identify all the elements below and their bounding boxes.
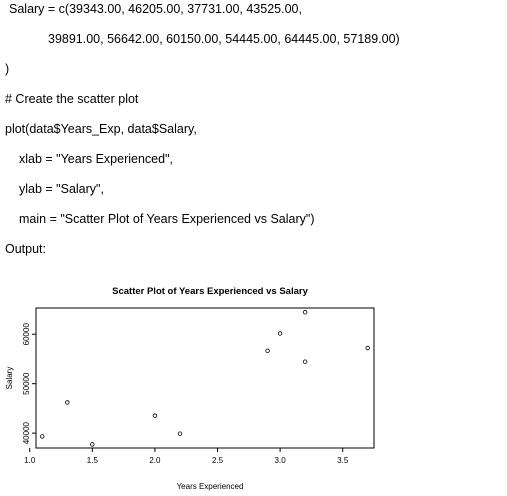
code-plot-call: plot(data$Years_Exp, data$Salary, [5,122,197,136]
y-tick-label: 60000 [22,323,31,346]
data-point [302,310,308,315]
x-tick-label: 2.5 [212,456,224,465]
y-axis-label: Salary [5,367,14,390]
x-tick-label: 3.5 [337,456,349,465]
data-point [65,400,70,405]
y-tick-label: 50000 [22,372,31,395]
data-point [277,331,283,336]
y-tick-label: 40000 [22,421,31,444]
data-point [265,348,270,354]
code-line-salary: Salary = c(39343.00, 46205.00, 37731.00,… [9,2,302,16]
x-tick-label: 2.0 [149,456,161,465]
chart-title: Scatter Plot of Years Experienced vs Sal… [112,286,308,297]
data-point [152,413,158,418]
code-ylab-arg: ylab = "Salary", [19,182,104,196]
x-axis-label: Years Experienced [177,482,244,491]
data-point [40,434,45,439]
code-comment: # Create the scatter plot [5,92,139,106]
x-tick-label: 1.5 [87,456,99,465]
code-xlab-arg: xlab = "Years Experienced", [19,152,173,166]
y-axis: 40000 50000 60000 [22,323,36,444]
scatter-plot: Scatter Plot of Years Experienced vs Sal… [5,286,375,491]
data-point [365,345,370,351]
output-label: Output: [5,242,46,256]
x-axis: 1.0 1.5 2.0 2.5 3.0 3.5 [24,448,349,465]
code-line-close-paren: ) [5,62,10,76]
x-tick-label: 1.0 [24,456,36,465]
plot-frame [35,307,375,449]
data-point [90,442,95,447]
data-point [177,431,183,436]
code-line-salary-continued: 39891.00, 56642.00, 60150.00, 54445.00, … [48,32,400,46]
data-points [40,310,370,447]
x-tick-label: 3.0 [275,456,287,465]
data-point [302,359,308,364]
code-main-arg: main = "Scatter Plot of Years Experience… [19,212,315,226]
